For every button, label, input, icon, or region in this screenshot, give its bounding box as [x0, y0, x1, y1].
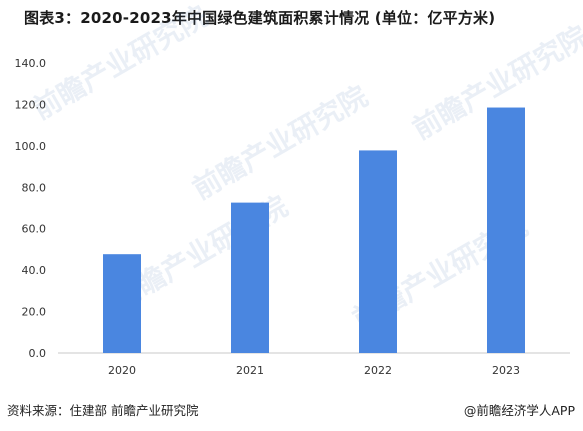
- y-tick-label: 20.0: [22, 306, 47, 319]
- y-tick-label: 120.0: [15, 98, 47, 111]
- y-tick-label: 40.0: [22, 264, 47, 277]
- x-tick-label: 2020: [108, 364, 136, 377]
- credit-note: @前瞻经济学人APP: [463, 403, 575, 418]
- x-tick-label: 2023: [492, 364, 520, 377]
- watermark-text: 前瞻产业研究院: [187, 79, 373, 206]
- bar-2020: [103, 254, 141, 353]
- bar-2023: [487, 107, 525, 354]
- bar-2021: [231, 202, 269, 353]
- bars: [103, 107, 525, 354]
- watermark-text: 前瞻产业研究院: [27, 0, 213, 126]
- y-tick-label: 0.0: [29, 347, 47, 360]
- y-tick-label: 140.0: [15, 57, 47, 70]
- bar-2022: [359, 150, 397, 353]
- y-tick-label: 60.0: [22, 223, 47, 236]
- x-tick-label: 2021: [236, 364, 264, 377]
- x-tick-labels: 2020 2021 2022 2023: [108, 364, 520, 377]
- y-tick-label: 80.0: [22, 181, 47, 194]
- chart-title: 图表3：2020-2023年中国绿色建筑面积累计情况 (单位：亿平方米): [24, 9, 496, 27]
- x-tick-label: 2022: [364, 364, 392, 377]
- y-tick-label: 100.0: [15, 140, 47, 153]
- y-tick-labels: 0.0 20.0 40.0 60.0 80.0 100.0 120.0 140.0: [15, 57, 47, 360]
- source-note: 资料来源：住建部 前瞻产业研究院: [7, 403, 199, 418]
